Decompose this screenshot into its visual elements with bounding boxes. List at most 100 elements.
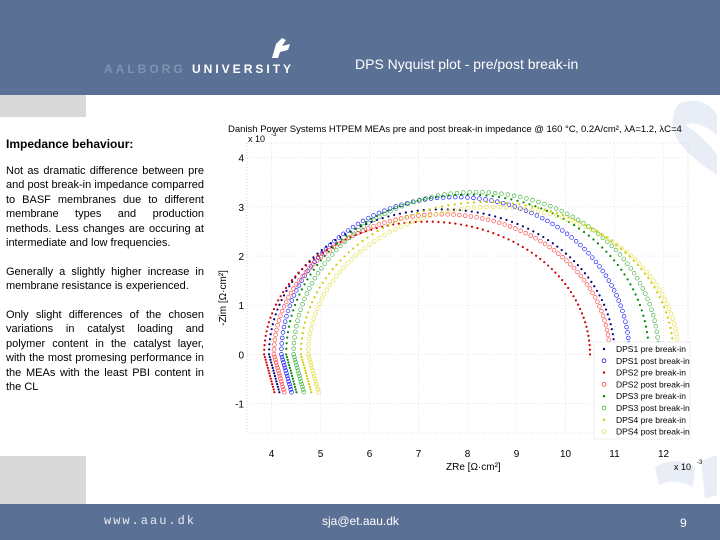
data-point [640,265,646,270]
data-point [360,228,366,233]
data-point [376,210,382,216]
data-point [623,319,628,324]
x-tick-label: 11 [609,449,620,460]
data-point [288,366,291,369]
data-point [308,385,311,388]
data-point [657,287,662,292]
data-point [545,209,549,212]
data-point [440,205,444,208]
data-point [302,326,305,329]
data-point [556,251,561,256]
data-point [382,232,387,238]
data-point [276,308,279,311]
data-point [307,336,312,342]
data-point [540,207,543,210]
data-point [524,196,529,201]
data-point [281,387,286,392]
data-point [497,233,500,237]
data-point [542,210,547,215]
data-point [454,222,457,225]
data-point [600,313,606,318]
data-point [307,286,312,291]
data-point [532,230,535,233]
data-point [536,199,541,205]
x-tick-label: 9 [514,449,520,460]
data-point [643,291,648,296]
data-point [578,273,584,279]
data-point [572,260,576,263]
data-point [570,214,575,219]
data-point [600,233,603,236]
data-point [309,273,312,276]
data-point [668,311,674,316]
data-point [308,261,311,264]
plot-frame [246,142,689,434]
data-point [315,291,319,294]
data-point [300,273,305,279]
data-point [404,216,407,219]
data-point [636,298,639,301]
data-point [479,200,482,204]
data-point [265,330,268,333]
data-point [491,195,494,198]
data-point [350,224,356,230]
data-point [352,247,355,250]
data-point [376,222,382,227]
x-multiplier-exponent: -3 [697,460,703,466]
data-point [306,278,309,281]
data-point [387,215,390,218]
data-point [393,204,398,209]
data-point [410,214,415,219]
data-point [275,323,280,328]
data-point [279,346,284,352]
data-point [640,309,643,312]
data-point [543,208,546,211]
data-point [372,239,377,244]
footer-email[interactable]: sja@et.aau.dk [322,514,399,528]
data-point [313,379,318,384]
data-point [284,371,289,376]
data-point [454,190,460,196]
data-point [569,290,573,294]
data-point [611,288,617,293]
data-point [468,214,474,219]
footer-website[interactable]: www.aau.dk [104,514,197,528]
data-point [590,255,595,260]
data-point [283,368,288,373]
data-point [645,331,649,334]
data-point [349,230,353,234]
data-point [313,311,318,316]
data-point [273,372,276,375]
data-point [481,228,484,231]
data-point [495,199,500,204]
data-point [341,231,346,237]
data-point [459,223,463,226]
data-point [491,218,496,224]
data-point [582,246,587,252]
data-point [287,381,292,387]
data-point [398,216,404,221]
data-point [303,366,306,369]
data-point [435,193,441,198]
data-point [307,357,312,362]
data-point [300,387,306,392]
data-point [591,227,596,233]
data-point [318,254,324,260]
data-point [292,335,297,340]
data-point [658,296,661,299]
data-point [342,239,347,244]
data-point [451,212,456,217]
data-point [298,293,301,296]
data-point [420,220,423,223]
data-point [600,235,606,240]
data-point [479,193,482,197]
y-tick-label: 1 [238,301,244,312]
data-point [279,379,284,384]
data-point [334,247,339,253]
data-point [361,240,364,243]
data-point [271,312,274,315]
data-point [542,235,545,239]
data-point [302,364,305,367]
data-point [303,321,307,324]
chart-title: Danish Power Systems HTPEM MEAs pre and … [228,124,682,135]
